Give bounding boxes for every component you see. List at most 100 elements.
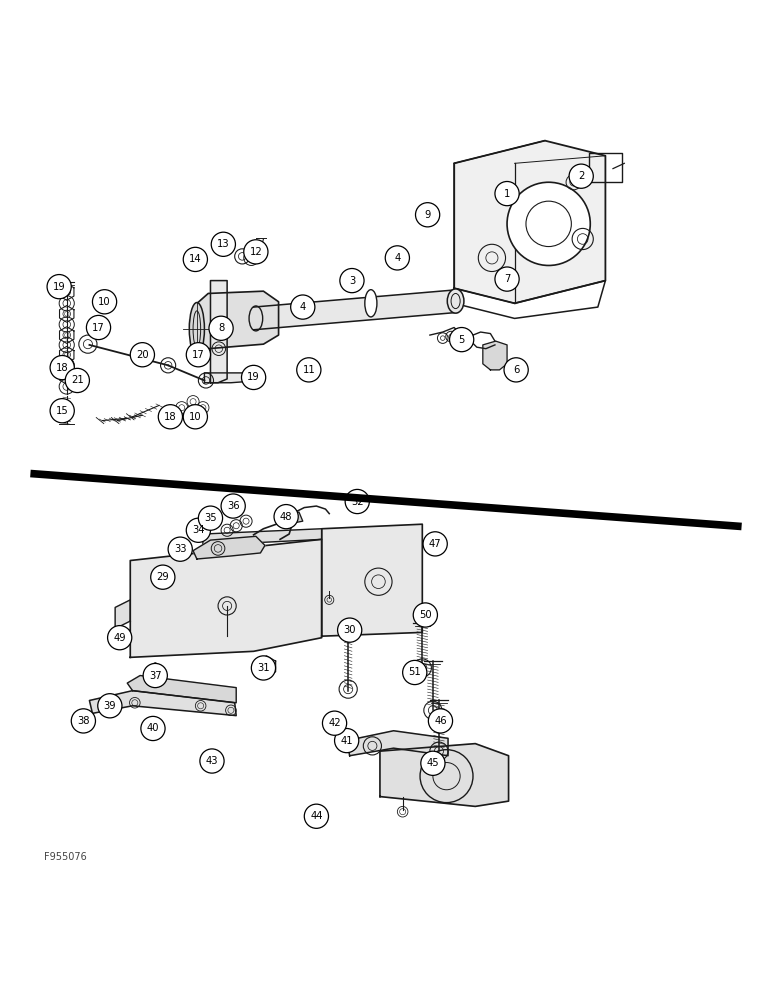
Circle shape: [198, 506, 222, 530]
Polygon shape: [90, 691, 236, 716]
Text: 33: 33: [174, 544, 187, 554]
Circle shape: [495, 267, 519, 291]
Text: 5: 5: [459, 335, 465, 345]
Polygon shape: [203, 529, 322, 545]
Circle shape: [200, 749, 224, 773]
Circle shape: [50, 399, 74, 423]
Text: 17: 17: [92, 323, 105, 333]
Text: 2: 2: [578, 171, 584, 181]
Text: 45: 45: [427, 758, 439, 768]
Text: 40: 40: [147, 723, 159, 733]
Text: 9: 9: [425, 210, 431, 220]
Polygon shape: [205, 373, 261, 383]
Text: 3: 3: [349, 276, 355, 286]
Text: 10: 10: [98, 297, 111, 307]
Polygon shape: [454, 141, 605, 303]
Polygon shape: [347, 731, 448, 756]
Text: 47: 47: [429, 539, 442, 549]
Polygon shape: [189, 318, 197, 329]
Text: 44: 44: [310, 811, 323, 821]
Polygon shape: [115, 600, 130, 629]
Circle shape: [151, 565, 175, 589]
Polygon shape: [253, 290, 458, 330]
Circle shape: [428, 709, 452, 733]
Text: 8: 8: [218, 323, 224, 333]
Text: 36: 36: [227, 501, 239, 511]
Text: 50: 50: [419, 610, 432, 620]
Circle shape: [507, 182, 591, 265]
Circle shape: [183, 405, 208, 429]
Text: 6: 6: [513, 365, 520, 375]
Text: 14: 14: [189, 254, 201, 264]
Text: 38: 38: [77, 716, 90, 726]
Circle shape: [291, 295, 315, 319]
Circle shape: [183, 247, 208, 272]
Ellipse shape: [365, 290, 377, 317]
Circle shape: [212, 232, 235, 256]
Ellipse shape: [447, 289, 464, 313]
Text: 43: 43: [206, 756, 218, 766]
Circle shape: [47, 275, 71, 299]
Ellipse shape: [189, 303, 205, 355]
Circle shape: [423, 532, 447, 556]
Circle shape: [107, 626, 132, 650]
Text: F955076: F955076: [44, 852, 86, 862]
Circle shape: [86, 315, 110, 340]
Circle shape: [304, 804, 329, 828]
Circle shape: [413, 603, 438, 627]
Circle shape: [323, 711, 347, 735]
Text: 32: 32: [351, 497, 364, 507]
Polygon shape: [482, 341, 507, 370]
Circle shape: [242, 365, 266, 390]
Polygon shape: [127, 676, 236, 703]
Text: 11: 11: [303, 365, 315, 375]
Circle shape: [495, 181, 519, 206]
Circle shape: [296, 358, 321, 382]
Text: 10: 10: [189, 412, 201, 422]
Text: 21: 21: [71, 375, 83, 385]
Text: 41: 41: [340, 736, 353, 746]
Text: 34: 34: [192, 525, 205, 535]
Circle shape: [274, 505, 298, 529]
Text: 46: 46: [434, 716, 447, 726]
Circle shape: [244, 240, 268, 264]
Circle shape: [209, 316, 233, 340]
Text: 51: 51: [408, 667, 421, 677]
Text: 13: 13: [217, 239, 229, 249]
Circle shape: [345, 489, 369, 514]
Text: 1: 1: [504, 189, 510, 199]
Circle shape: [449, 328, 474, 352]
Polygon shape: [211, 281, 227, 383]
Circle shape: [334, 728, 359, 753]
Text: 20: 20: [136, 350, 149, 360]
Circle shape: [504, 358, 528, 382]
Polygon shape: [193, 536, 265, 559]
Text: 12: 12: [249, 247, 262, 257]
Text: 30: 30: [344, 625, 356, 635]
Text: 19: 19: [247, 372, 260, 382]
Text: 37: 37: [149, 671, 161, 681]
Circle shape: [98, 694, 122, 718]
Text: 4: 4: [394, 253, 401, 263]
Circle shape: [130, 343, 154, 367]
Polygon shape: [322, 524, 422, 636]
Polygon shape: [380, 744, 509, 806]
Text: 4: 4: [300, 302, 306, 312]
Polygon shape: [195, 291, 279, 352]
Text: 29: 29: [157, 572, 169, 582]
Text: 17: 17: [192, 350, 205, 360]
Circle shape: [93, 290, 117, 314]
Text: 15: 15: [56, 406, 69, 416]
Circle shape: [186, 343, 211, 367]
Circle shape: [71, 709, 96, 733]
Circle shape: [143, 663, 168, 688]
Circle shape: [221, 494, 245, 518]
Circle shape: [168, 537, 192, 561]
Circle shape: [569, 164, 594, 188]
Polygon shape: [284, 512, 303, 524]
Circle shape: [65, 368, 90, 393]
Circle shape: [415, 203, 440, 227]
Text: 18: 18: [56, 363, 69, 373]
Text: 18: 18: [164, 412, 177, 422]
Text: 48: 48: [280, 512, 293, 522]
